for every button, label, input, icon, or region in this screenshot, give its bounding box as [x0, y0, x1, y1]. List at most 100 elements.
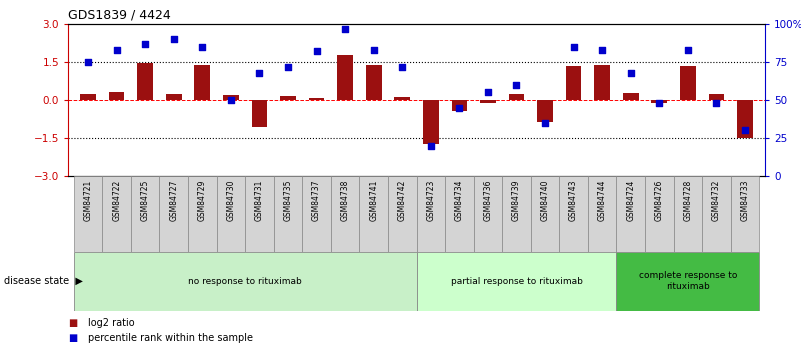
- Point: [253, 70, 266, 76]
- Bar: [360, 176, 388, 252]
- Text: GSM84733: GSM84733: [740, 180, 750, 221]
- Text: GSM84721: GSM84721: [83, 180, 93, 221]
- Bar: [680, 66, 696, 100]
- Bar: [473, 176, 502, 252]
- Text: GSM84730: GSM84730: [227, 180, 235, 221]
- Text: GSM84735: GSM84735: [284, 180, 292, 221]
- Point: [282, 64, 295, 69]
- Bar: [702, 176, 731, 252]
- Bar: [166, 95, 182, 100]
- Bar: [423, 100, 439, 144]
- Bar: [252, 100, 268, 127]
- Bar: [588, 176, 617, 252]
- Bar: [594, 65, 610, 100]
- Text: GSM84732: GSM84732: [712, 180, 721, 221]
- Bar: [74, 252, 417, 310]
- Text: GSM84724: GSM84724: [626, 180, 635, 221]
- Bar: [331, 176, 360, 252]
- Bar: [651, 100, 667, 102]
- Text: GSM84728: GSM84728: [683, 180, 692, 221]
- Point: [339, 26, 352, 31]
- Text: no response to rituximab: no response to rituximab: [188, 277, 302, 286]
- Point: [310, 49, 323, 54]
- Text: ■: ■: [68, 333, 78, 343]
- Point: [368, 47, 380, 53]
- Bar: [731, 176, 759, 252]
- Bar: [74, 176, 103, 252]
- Bar: [509, 94, 525, 100]
- Bar: [445, 176, 473, 252]
- Bar: [109, 92, 124, 100]
- Text: percentile rank within the sample: percentile rank within the sample: [88, 333, 253, 343]
- Text: GSM84722: GSM84722: [112, 180, 121, 221]
- Text: GSM84729: GSM84729: [198, 180, 207, 221]
- Bar: [366, 65, 381, 100]
- Bar: [452, 100, 467, 111]
- Bar: [417, 176, 445, 252]
- Bar: [417, 252, 617, 310]
- Point: [682, 47, 694, 53]
- Text: GSM84726: GSM84726: [654, 180, 664, 221]
- Bar: [566, 66, 582, 100]
- Text: partial response to rituximab: partial response to rituximab: [450, 277, 582, 286]
- Bar: [131, 176, 159, 252]
- Point: [425, 143, 437, 148]
- Bar: [388, 176, 417, 252]
- Point: [196, 44, 209, 50]
- Bar: [159, 176, 188, 252]
- Text: GDS1839 / 4424: GDS1839 / 4424: [68, 9, 171, 22]
- Point: [481, 90, 494, 95]
- Point: [453, 105, 465, 110]
- Text: GSM84731: GSM84731: [255, 180, 264, 221]
- Text: GSM84738: GSM84738: [340, 180, 349, 221]
- Point: [653, 100, 666, 106]
- Point: [139, 41, 151, 47]
- Point: [167, 37, 180, 42]
- Bar: [280, 96, 296, 100]
- Text: ■: ■: [68, 318, 78, 327]
- Text: complete response to
rituximab: complete response to rituximab: [638, 272, 737, 291]
- Point: [82, 59, 95, 65]
- Bar: [195, 65, 210, 100]
- Text: GSM84740: GSM84740: [541, 180, 549, 221]
- Text: GSM84725: GSM84725: [141, 180, 150, 221]
- Text: log2 ratio: log2 ratio: [88, 318, 135, 327]
- Bar: [559, 176, 588, 252]
- Bar: [709, 94, 724, 100]
- Bar: [223, 96, 239, 100]
- Point: [710, 100, 723, 106]
- Bar: [623, 93, 638, 100]
- Text: GSM84736: GSM84736: [484, 180, 493, 221]
- Bar: [302, 176, 331, 252]
- Bar: [480, 100, 496, 103]
- Bar: [617, 176, 645, 252]
- Bar: [308, 98, 324, 100]
- Point: [624, 70, 637, 76]
- Bar: [337, 55, 353, 100]
- Bar: [274, 176, 302, 252]
- Bar: [531, 176, 559, 252]
- Bar: [394, 97, 410, 100]
- Text: GSM84744: GSM84744: [598, 180, 606, 221]
- Bar: [103, 176, 131, 252]
- Bar: [502, 176, 531, 252]
- Point: [396, 64, 409, 69]
- Text: GSM84723: GSM84723: [426, 180, 435, 221]
- Bar: [137, 63, 153, 100]
- Bar: [617, 252, 759, 310]
- Point: [596, 47, 609, 53]
- Point: [538, 120, 551, 126]
- Bar: [188, 176, 216, 252]
- Text: GSM84742: GSM84742: [398, 180, 407, 221]
- Point: [739, 128, 751, 133]
- Bar: [674, 176, 702, 252]
- Point: [567, 44, 580, 50]
- Bar: [537, 100, 553, 121]
- Bar: [80, 95, 96, 100]
- Bar: [245, 176, 274, 252]
- Point: [510, 82, 523, 88]
- Bar: [737, 100, 753, 138]
- Bar: [216, 176, 245, 252]
- Text: GSM84734: GSM84734: [455, 180, 464, 221]
- Text: GSM84741: GSM84741: [369, 180, 378, 221]
